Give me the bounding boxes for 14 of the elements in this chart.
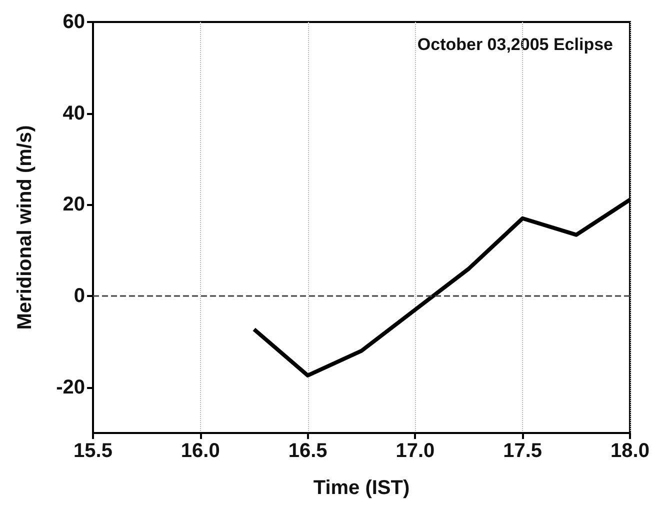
- x-tick-label: 16.0: [180, 440, 220, 462]
- y-axis-title: Meridional wind (m/s): [14, 125, 36, 330]
- annotation: October 03,2005 Eclipse: [417, 35, 613, 54]
- x-axis-title: Time (IST): [313, 477, 410, 499]
- x-tick-label: 18.0: [610, 440, 650, 462]
- x-tick-label: 17.0: [396, 440, 435, 462]
- y-tick-label: 0: [74, 285, 85, 307]
- y-tick-label: 20: [62, 194, 85, 216]
- y-tick-label: 60: [62, 11, 85, 33]
- y-tick-label: -20: [56, 376, 85, 398]
- x-tick-label: 16.5: [288, 440, 328, 462]
- x-tick-label: 15.5: [74, 440, 112, 462]
- y-tick-label: 40: [62, 102, 85, 124]
- x-tick-label: 17.5: [503, 440, 542, 462]
